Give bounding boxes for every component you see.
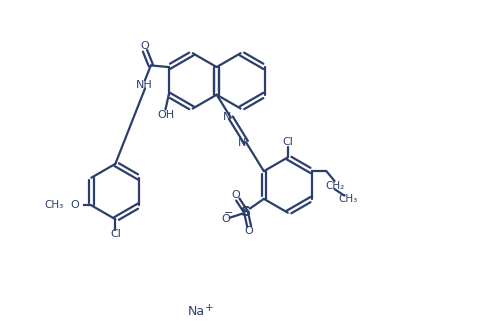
Text: +: +: [205, 303, 214, 313]
Text: N: N: [222, 112, 231, 122]
Text: CH₃: CH₃: [44, 200, 63, 211]
Text: S: S: [241, 205, 251, 219]
Text: CH₂: CH₂: [325, 181, 344, 191]
Text: Na: Na: [188, 306, 205, 318]
Text: Cl: Cl: [110, 229, 121, 240]
Text: N: N: [238, 138, 246, 148]
Text: O: O: [245, 226, 253, 236]
Text: Cl: Cl: [282, 137, 293, 147]
Text: CH₃: CH₃: [338, 194, 357, 204]
Text: O: O: [232, 190, 241, 200]
Text: −: −: [223, 208, 233, 218]
Text: OH: OH: [157, 110, 174, 119]
Text: O: O: [140, 41, 149, 51]
Text: O: O: [221, 214, 230, 224]
Text: NH: NH: [136, 80, 153, 90]
Text: O: O: [70, 200, 79, 211]
